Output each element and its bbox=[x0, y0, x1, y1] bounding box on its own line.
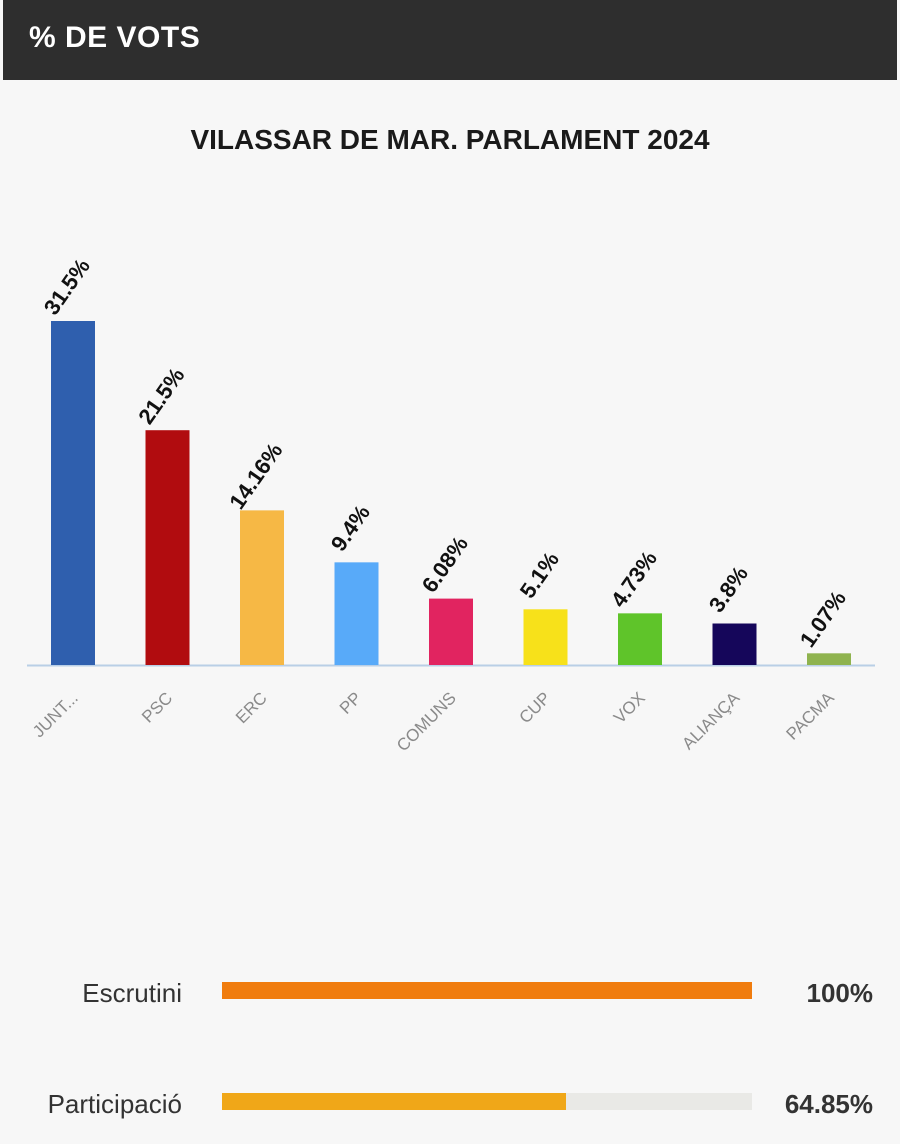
category-label: VOX bbox=[610, 688, 649, 727]
bar-7 bbox=[712, 623, 757, 665]
escrutini-progress-bar bbox=[222, 982, 752, 999]
participacio-progress-bar bbox=[222, 1093, 752, 1110]
bar-6 bbox=[618, 613, 662, 665]
bar-2 bbox=[240, 510, 284, 665]
header-title: % DE VOTS bbox=[29, 21, 201, 54]
bar-value-label: 5.1% bbox=[515, 547, 564, 602]
category-label: ALIANÇA bbox=[678, 688, 743, 753]
category-label: PSC bbox=[138, 688, 176, 726]
bar-5 bbox=[523, 609, 568, 665]
category-label: PP bbox=[336, 688, 365, 717]
category-label: COMUNS bbox=[393, 688, 460, 755]
escrutini-label: Escrutini bbox=[82, 978, 182, 1008]
bar-3 bbox=[334, 562, 379, 665]
bar-value-label: 31.5% bbox=[39, 254, 95, 319]
bar-value-label: 3.8% bbox=[704, 561, 753, 616]
category-label: ERC bbox=[232, 688, 271, 727]
participacio-value: 64.85% bbox=[784, 1089, 873, 1119]
bar-value-label: 14.16% bbox=[224, 438, 287, 513]
chart-title: VILASSAR DE MAR. PARLAMENT 2024 bbox=[190, 124, 710, 155]
bar-0 bbox=[51, 321, 95, 665]
header-bar: % DE VOTS bbox=[3, 0, 897, 80]
bar-1 bbox=[145, 430, 190, 665]
escrutini-value: 100% bbox=[806, 978, 874, 1008]
bar-8 bbox=[807, 653, 851, 665]
participacio-progress-fill bbox=[222, 1093, 566, 1110]
bar-4 bbox=[429, 598, 473, 665]
escrutini-progress-fill bbox=[222, 982, 752, 999]
bar-chart: 31.5% JUNT... 21.5% PSC 14.16% ERC 9.4% PP 6.08%… bbox=[27, 254, 875, 755]
bar-value-label: 21.5% bbox=[133, 363, 189, 428]
bar-value-label: 9.4% bbox=[326, 500, 375, 555]
bar-value-label: 1.07% bbox=[795, 586, 851, 651]
category-label: PACMA bbox=[783, 688, 839, 744]
category-label: JUNT... bbox=[29, 688, 82, 741]
bar-value-label: 6.08% bbox=[417, 532, 473, 597]
bar-value-label: 4.73% bbox=[606, 546, 662, 611]
category-label: CUP bbox=[516, 688, 555, 727]
participacio-label: Participació bbox=[47, 1089, 182, 1119]
